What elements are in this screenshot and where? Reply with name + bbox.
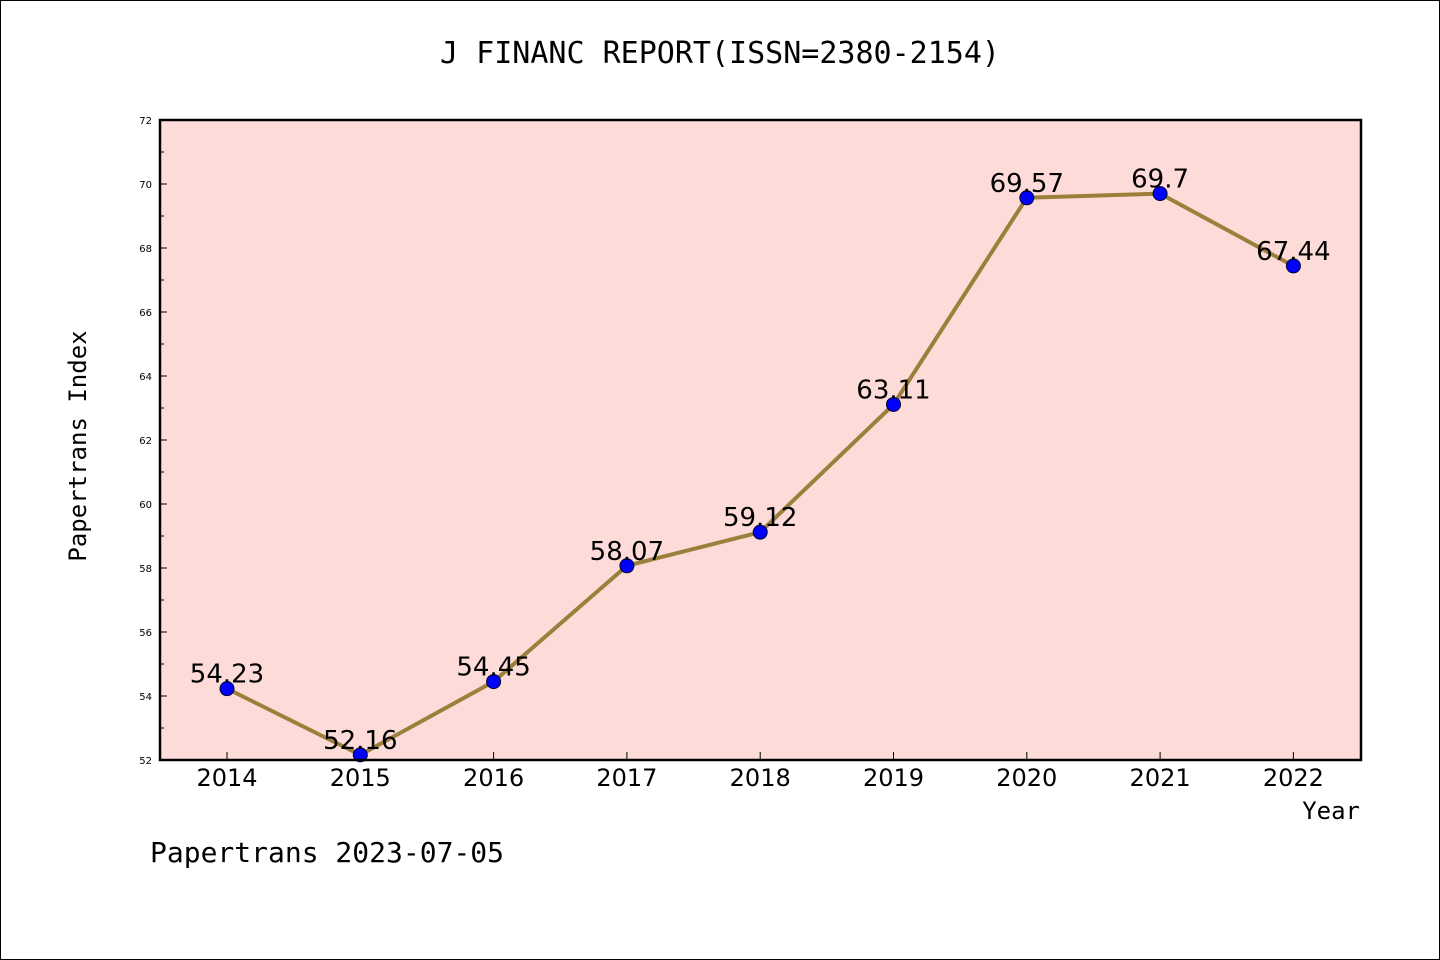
x-axis: 2014 2015 2016 2017 2018 2019 2020 2021 2022 [196, 752, 1324, 792]
x-tick-label: 2015 [330, 764, 391, 792]
data-point [352, 747, 368, 763]
data-label: 67.44 [1256, 237, 1330, 267]
data-label: 63.11 [856, 375, 930, 405]
y-tick-label: 56 [139, 628, 152, 639]
data-point [1152, 186, 1168, 202]
x-tick-label: 2020 [996, 764, 1057, 792]
x-axis-label: Year [1302, 797, 1360, 825]
x-tick-label: 2017 [596, 764, 657, 792]
data-point [752, 524, 768, 540]
data-point [619, 558, 635, 574]
plot-area [160, 120, 1361, 760]
data-label: 54.23 [190, 660, 264, 690]
x-tick-label: 2014 [196, 764, 257, 792]
y-tick-label: 66 [139, 308, 152, 319]
y-tick-label: 58 [139, 564, 152, 575]
y-tick-label: 60 [139, 500, 152, 511]
data-label: 52.16 [323, 726, 397, 756]
y-tick-label: 70 [139, 180, 152, 191]
data-point [1019, 190, 1035, 206]
data-point [1285, 258, 1301, 274]
y-tick-label: 72 [139, 116, 152, 127]
data-label: 54.45 [456, 653, 530, 683]
data-labels: 54.23 52.16 54.45 58.07 59.12 63.11 69.57 69.7 6… [190, 165, 1331, 756]
data-label: 58.07 [590, 537, 664, 567]
data-point [886, 396, 901, 412]
y-tick-label: 52 [139, 756, 152, 767]
chart-title: J FINANC REPORT(ISSN=2380-2154) [440, 36, 1000, 71]
y-tick-label: 54 [139, 692, 152, 703]
data-label: 69.57 [990, 169, 1064, 199]
plot-border [158, 118, 1363, 762]
data-point [486, 674, 502, 690]
y-tick-label: 62 [139, 436, 152, 447]
x-tick-label: 2021 [1130, 764, 1191, 792]
data-point [219, 681, 235, 697]
x-tick-label: 2016 [463, 764, 524, 792]
data-points [219, 186, 1301, 763]
y-tick-label: 64 [139, 372, 152, 383]
data-label: 69.7 [1131, 165, 1189, 195]
y-tick-label: 68 [139, 244, 152, 255]
data-label: 59.12 [723, 503, 797, 533]
x-tick-label: 2019 [863, 764, 924, 792]
x-tick-label: 2022 [1263, 764, 1324, 792]
footer-credit: Papertrans 2023-07-05 [150, 836, 505, 869]
x-tick-label: 2018 [730, 764, 791, 792]
